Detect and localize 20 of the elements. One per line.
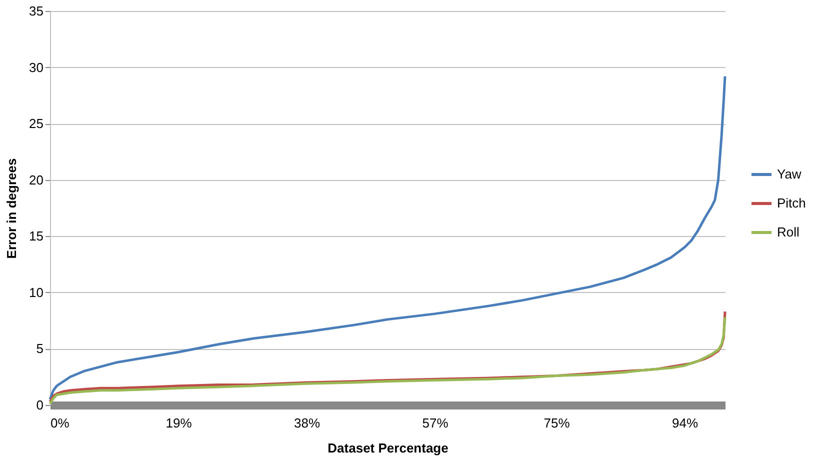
x-tick-label: 0%: [50, 416, 70, 430]
legend-label: Pitch: [777, 196, 806, 210]
y-tick-label: 30: [29, 60, 44, 75]
y-axis-title: Error in degrees: [4, 158, 20, 259]
x-tick-label: 57%: [422, 416, 449, 430]
y-tick-label: 35: [29, 4, 44, 18]
legend-label: Roll: [777, 224, 800, 240]
line-series: [48, 75, 726, 401]
y-tick-label: 25: [29, 116, 44, 132]
x-tick-label: 38%: [294, 416, 320, 430]
legend-label: Yaw: [777, 166, 802, 182]
x-tick-label: 19%: [166, 416, 192, 430]
y-tick-label: 0: [36, 398, 44, 412]
x-axis-title: Dataset Percentage: [328, 440, 448, 456]
y-tick-label: 15: [29, 228, 44, 244]
x-tick-label: 94%: [672, 416, 698, 430]
y-tick-label: 20: [29, 172, 44, 188]
y-tick-label: 5: [36, 341, 44, 356]
y-tick-label: 10: [29, 284, 44, 300]
x-tick-label: 75%: [544, 416, 570, 430]
